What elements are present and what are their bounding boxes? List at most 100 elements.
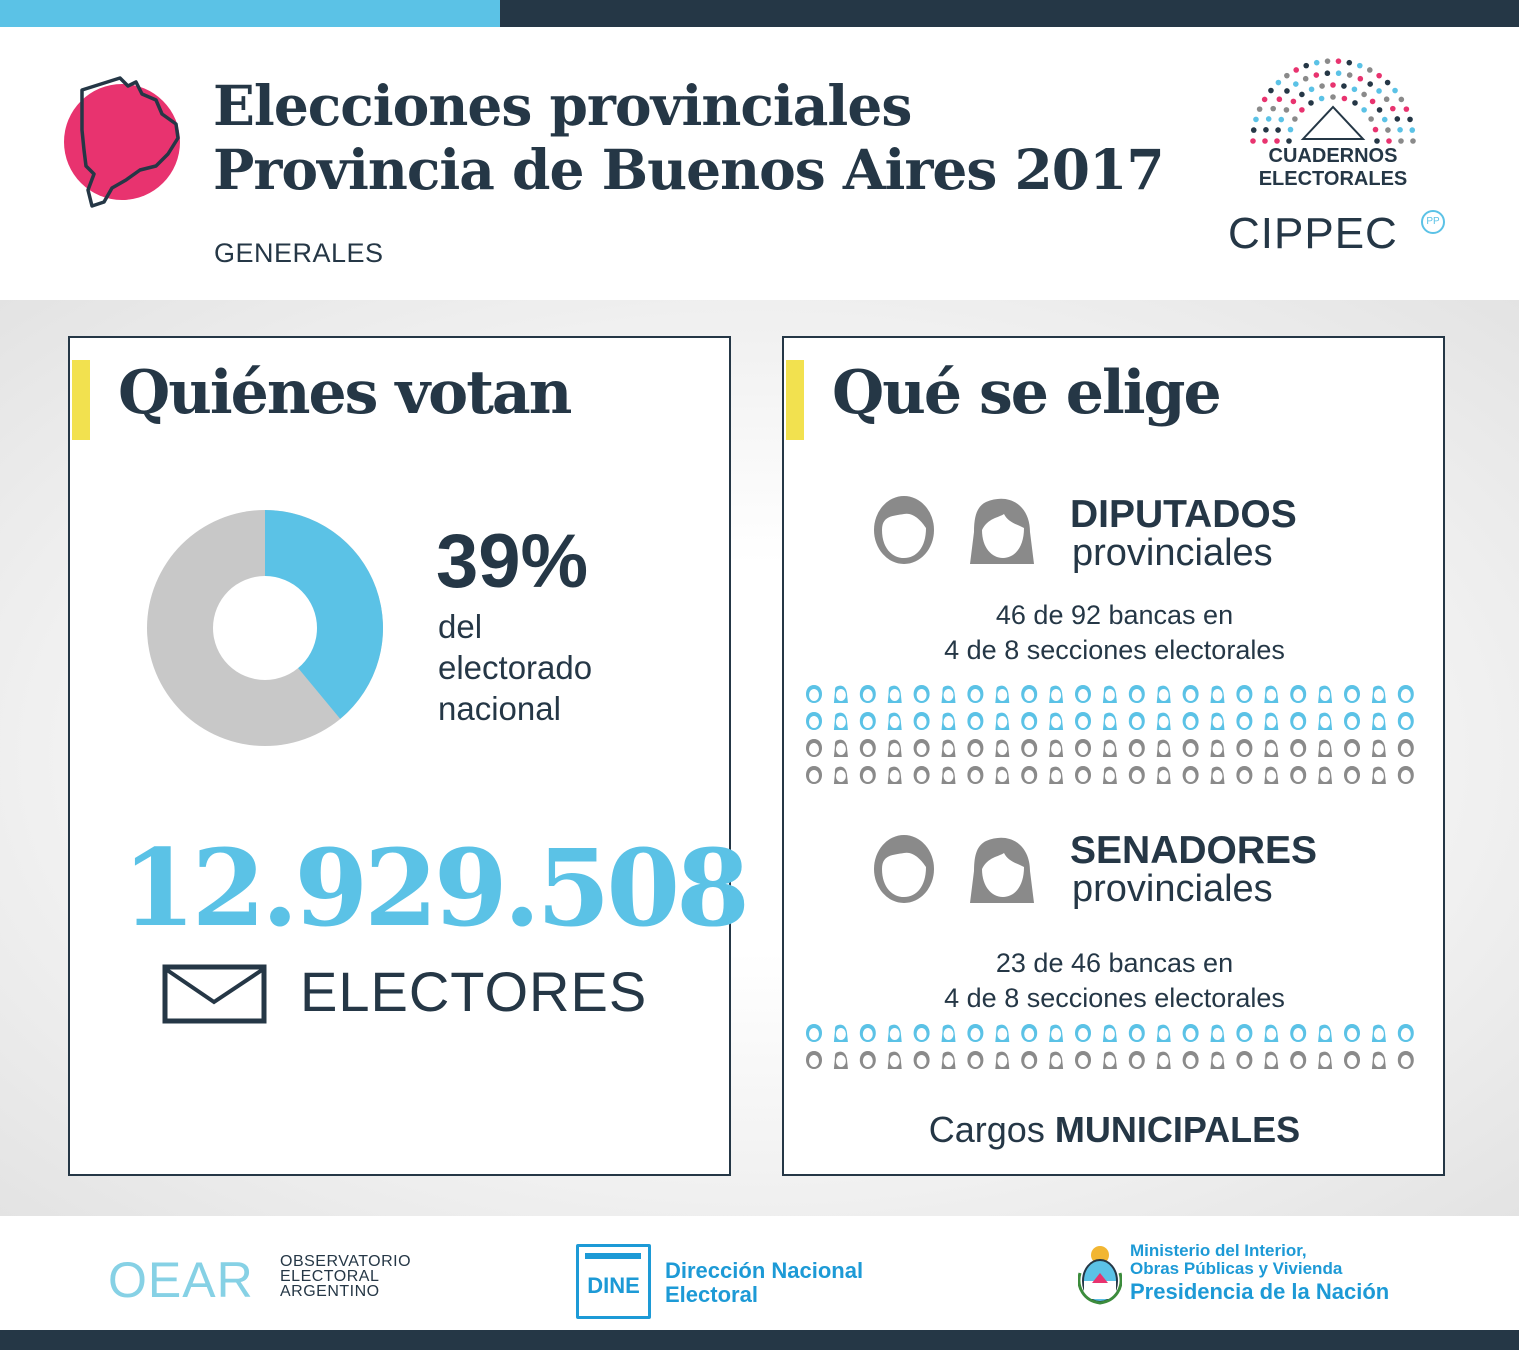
senadores-seat-icon (1371, 1051, 1386, 1069)
top-bar-accent (0, 0, 500, 27)
donut-hole (213, 576, 317, 680)
header (0, 27, 1519, 300)
diputados-seat-icon (1318, 712, 1333, 730)
hemicycle-seat-dot (1276, 96, 1283, 103)
diputados-seat-icon (1371, 712, 1386, 730)
hemicycle-seat-dot (1335, 70, 1342, 77)
diputados-seat-icon (1021, 739, 1038, 757)
hemicycle-seat-dot (1287, 126, 1294, 133)
cargos-bold: MUNICIPALES (1054, 1109, 1301, 1150)
diputados-seat-icon (1156, 685, 1171, 703)
hemicycle-seat-dot (1330, 82, 1336, 88)
diputados-seat-icon (1264, 766, 1279, 784)
senadores-seats-line-2: 4 de 8 secciones electorales (944, 983, 1285, 1013)
diputados-seat-icon (1128, 739, 1145, 757)
senadores-seat-icon (1102, 1051, 1117, 1069)
hemicycle-seat-dot (1356, 62, 1363, 69)
diputados-seat-icon (833, 739, 848, 757)
hemicycle-seat-dot (1250, 127, 1257, 133)
senadores-seat-icon (1182, 1051, 1199, 1069)
hemicycle-seat-dot (1319, 83, 1325, 89)
hemicycle-seat-dot (1290, 98, 1297, 105)
hemicycle-seat-dot (1274, 138, 1280, 144)
diputados-seat-icon (1236, 766, 1253, 784)
dine-logo: DINE (576, 1244, 651, 1319)
hemicycle-seat-dot (1346, 59, 1353, 66)
oear-line-3: ARGENTINO (280, 1283, 380, 1300)
hemicycle-seat-dot (1351, 86, 1358, 93)
diputados-seat-icon (1290, 739, 1307, 757)
diputados-seat-icon (1397, 685, 1414, 703)
senadores-seat-icon (1236, 1051, 1253, 1069)
senadores-seat-icon (1290, 1051, 1307, 1069)
diputados-seat-icon (1210, 685, 1225, 703)
diputados-seat-icon (1344, 739, 1360, 757)
diputados-seat-icon (887, 739, 902, 757)
hemicycle-seat-dot (1367, 67, 1373, 73)
diputados-seat-icon (1128, 766, 1145, 784)
diputados-seat-icon (806, 739, 822, 757)
diputados-seat-icon (833, 685, 848, 703)
senadores-seat-icon (913, 1051, 930, 1069)
diputados-seats-text: 46 de 92 bancas en 4 de 8 secciones elec… (783, 598, 1446, 668)
senadores-seat-icon (1182, 1024, 1199, 1042)
hemicycle-seat-dot (1265, 116, 1272, 122)
ministerio-text: Ministerio del Interior, Obras Públicas … (1130, 1242, 1389, 1306)
cippec-logo: CIPPEC (1228, 209, 1398, 258)
diputados-seat-icon (1290, 712, 1307, 730)
diputados-seat-icon (859, 739, 876, 757)
senadores-seat-icon (1344, 1024, 1360, 1042)
diputados-seat-icon (941, 766, 956, 784)
senadores-seat-icon (1318, 1024, 1333, 1042)
electorate-percent-label: del electorado nacional (438, 606, 592, 729)
dine-text: Dirección Nacional Electoral (665, 1259, 863, 1307)
diputados-seat-icon (887, 685, 902, 703)
diputados-seat-icon (1344, 766, 1360, 784)
diputados-seat-icon (1236, 685, 1253, 703)
hemicycle-seat-dot (1403, 106, 1410, 112)
hemicycle-seat-dot (1383, 96, 1390, 103)
senadores-seat-icon (1049, 1051, 1064, 1069)
diputados-seat-icon (833, 766, 848, 784)
electorate-percent: 39% (436, 519, 589, 604)
senadores-seat-grid (804, 1022, 1424, 1072)
senadores-seat-icon (1344, 1051, 1360, 1069)
hemicycle-seat-dot (1410, 138, 1416, 144)
cuadernos-line-1: CUADERNOS (1268, 145, 1398, 167)
hemicycle-seat-dot (1335, 58, 1342, 64)
diputados-seat-icon (995, 712, 1010, 730)
diputados-seat-icon (1236, 739, 1253, 757)
hemicycle-seat-dot (1407, 116, 1413, 123)
diputados-seat-icon (1021, 685, 1038, 703)
hemicycle-seat-dot (1376, 72, 1382, 79)
diputados-seat-icon (1182, 685, 1199, 703)
senadores-seat-icons (806, 1024, 1414, 1069)
senadores-seat-icon (1371, 1024, 1386, 1042)
hemicycle-seat-dot (1275, 79, 1282, 86)
title-line-1: Elecciones provinciales (213, 73, 912, 138)
cuadernos-electorales-text: CUADERNOS ELECTORALES (1248, 145, 1418, 191)
senadores-seat-icon (1264, 1051, 1279, 1069)
diputados-seat-icon (1182, 712, 1199, 730)
quienes-votan-title: Quiénes votan (118, 358, 572, 428)
hemicycle-seat-dot (1398, 138, 1404, 144)
diputados-seat-icon (1290, 766, 1307, 784)
cargos-prefix: Cargos (928, 1109, 1045, 1150)
senadores-seat-icon (1290, 1024, 1307, 1042)
diputados-seat-icon (1021, 766, 1038, 784)
oear-text: OBSERVATORIO ELECTORAL ARGENTINO (280, 1254, 411, 1300)
hemicycle-seat-dot (1318, 95, 1325, 102)
senadores-seat-icon (1318, 1051, 1333, 1069)
hemicycle-seat-dot (1386, 138, 1392, 144)
senadores-seat-icon (806, 1024, 822, 1042)
diputados-seat-icon (995, 766, 1010, 784)
dine-logo-bar (585, 1253, 641, 1259)
dine-line-1: Dirección Nacional (665, 1258, 864, 1283)
man-woman-icon (874, 496, 1034, 564)
province-map-icon (64, 76, 180, 208)
diputados-seat-icon (913, 712, 930, 730)
senadores-seat-icon (967, 1024, 984, 1042)
senadores-seat-icon (995, 1051, 1010, 1069)
page-subtitle: GENERALES (214, 238, 384, 268)
diputados-seat-icon (1156, 712, 1171, 730)
